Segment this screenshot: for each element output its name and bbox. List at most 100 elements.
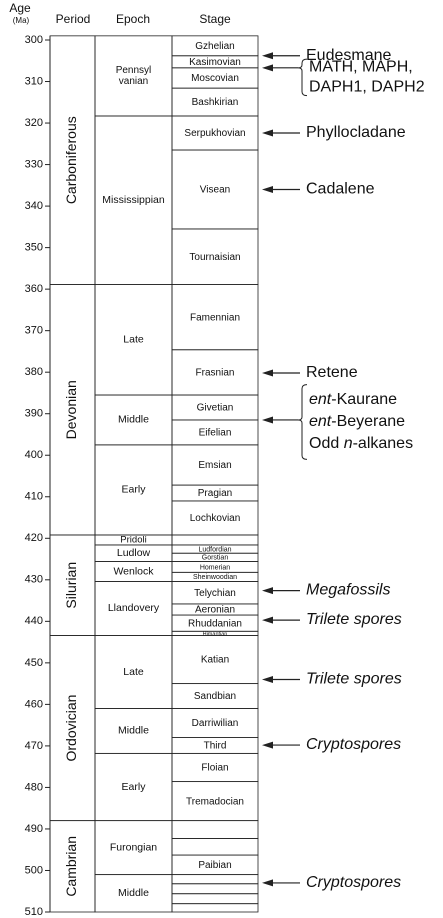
stage-label: Visean	[200, 185, 230, 196]
tick-label: 400	[25, 449, 43, 461]
period-label: Ordovician	[63, 695, 79, 762]
epoch-label: Llandovery	[108, 602, 160, 614]
annotation-label: ent-Kaurane	[309, 391, 397, 408]
tick-label: 360	[25, 283, 43, 295]
annotation-part: DAPH1, DAPH2	[309, 79, 425, 96]
annotation-label: Cryptospores	[306, 736, 401, 753]
stage-label: Eifelian	[199, 428, 232, 439]
stage-label: Telychian	[194, 588, 236, 599]
stage-box	[171, 903, 259, 913]
age-unit: (Ma)	[13, 16, 30, 25]
arrow-head	[262, 416, 273, 424]
tick-label: 330	[25, 158, 43, 170]
stage-label: Floian	[201, 763, 228, 774]
tick-label: 470	[25, 740, 43, 752]
arrow-head	[262, 587, 273, 595]
annotation-label: Retene	[306, 364, 358, 381]
tick-label: 310	[25, 75, 43, 87]
stage-label: Paibian	[198, 860, 231, 871]
annotation-part: Cryptospores	[306, 736, 401, 753]
stage-label: Serpukhovian	[184, 128, 245, 139]
tick-label: 410	[25, 491, 43, 503]
annotation-label: Trilete spores	[306, 671, 402, 688]
annotation-part: Phyllocladane	[306, 124, 406, 141]
annotation-part: -Kaurane	[331, 391, 397, 408]
stage-label: Gzhelian	[195, 41, 234, 52]
tick-label: 440	[25, 615, 43, 627]
stage-label: Frasnian	[196, 368, 235, 379]
epoch-label: Middle	[118, 887, 149, 899]
arrow-head	[262, 369, 273, 377]
stage-header: Stage	[199, 12, 231, 26]
tick-label: 420	[25, 532, 43, 544]
annotation-part: ent	[309, 391, 332, 408]
epoch-label: vanian	[119, 76, 148, 87]
arrow-head	[262, 129, 273, 137]
stage-label: Sandbian	[194, 691, 236, 702]
annotation-label: DAPH1, DAPH2	[309, 79, 425, 96]
epoch-label: Ludlow	[117, 547, 151, 559]
epoch-label: Late	[123, 334, 144, 346]
stage-label: Lochkovian	[190, 513, 241, 524]
epoch-label: Pennsyl	[116, 65, 152, 76]
stage-box	[171, 893, 259, 905]
annotation-part: Cryptospores	[306, 874, 401, 891]
annotation-part: n	[344, 435, 353, 452]
stage-label: Aeronian	[195, 605, 235, 616]
stage-box	[171, 874, 259, 885]
stage-label: Famennian	[190, 312, 240, 323]
stage-label: Emsian	[198, 460, 231, 471]
stage-label: Kasimovian	[189, 57, 241, 68]
stage-box	[171, 838, 259, 856]
arrow-head	[262, 879, 273, 887]
tick-label: 300	[25, 34, 43, 46]
epoch-label: Furongian	[110, 841, 157, 853]
epoch-label: Mississippian	[102, 194, 165, 206]
epoch-label: Middle	[118, 725, 149, 737]
stage-label: Tournaisian	[189, 252, 240, 263]
tick-label: 490	[25, 823, 43, 835]
tick-label: 510	[25, 906, 43, 918]
stage-label: Katian	[201, 655, 229, 666]
annotation-part: Trilete spores	[306, 671, 402, 688]
tick-label: 380	[25, 366, 43, 378]
annotation-label: Cryptospores	[306, 874, 401, 891]
annotation-part: MATH, MAPH,	[309, 59, 413, 76]
period-label: Devonian	[63, 380, 79, 439]
tick-label: 370	[25, 325, 43, 337]
annotation-label: Eudesmane	[306, 47, 391, 64]
tick-label: 390	[25, 408, 43, 420]
annotation-part: Trilete spores	[306, 611, 402, 628]
period-label: Carboniferous	[63, 116, 79, 204]
tick-label: 500	[25, 864, 43, 876]
epoch-label: Pridoli	[120, 534, 146, 545]
tick-label: 320	[25, 117, 43, 129]
annotation-label: Odd n-alkanes	[309, 435, 413, 452]
arrow-head	[262, 616, 273, 624]
arrow-head	[262, 741, 273, 749]
annotation-part: Retene	[306, 364, 358, 381]
annotation-label: Phyllocladane	[306, 124, 406, 141]
stage-label: Third	[204, 741, 227, 752]
arrow-head	[262, 185, 273, 193]
stage-label: Bashkirian	[192, 97, 239, 108]
period-label: Silurian	[63, 562, 79, 609]
stage-label: Tremadocian	[186, 796, 244, 807]
annotation-part: ent	[309, 413, 332, 430]
annotation-label: MATH, MAPH,	[309, 59, 413, 76]
period-label: Cambrian	[63, 836, 79, 897]
age-header: Age	[9, 1, 31, 15]
arrow-head	[262, 52, 273, 60]
stage-label: Ludfordian	[198, 546, 231, 553]
epoch-label: Wenlock	[113, 565, 154, 577]
stage-label: Gorstian	[202, 555, 229, 562]
annotation-label: Cadalene	[306, 181, 375, 198]
annotation-label: Trilete spores	[306, 611, 402, 628]
epoch-header: Epoch	[116, 12, 150, 26]
stage-label: Givetian	[197, 403, 234, 414]
annotation-label: ent-Beyerane	[309, 413, 405, 430]
stage-label: Moscovian	[191, 73, 239, 84]
annotation-part: Cadalene	[306, 181, 375, 198]
epoch-label: Early	[122, 781, 147, 793]
